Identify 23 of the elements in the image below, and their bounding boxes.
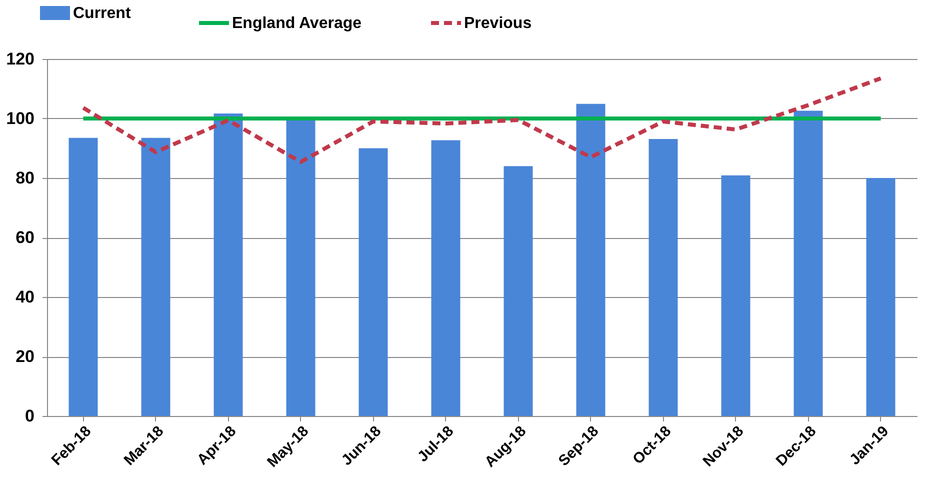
y-tick-label: 100 [6,109,34,128]
y-tick-label: 0 [25,406,34,426]
bar [358,148,388,416]
line-series [81,76,883,164]
y-tick-label: 80 [16,168,34,188]
y-tick-label: 20 [16,347,34,366]
legend-label: England Average [232,15,362,32]
bar [141,138,170,416]
bar [286,118,316,416]
bar [794,110,823,416]
bar [431,140,460,416]
bar [214,113,243,416]
legend-label: Previous [464,15,532,32]
legend-label: Current [73,5,132,22]
bar [504,166,533,416]
bar [866,178,896,416]
bar [648,139,678,416]
y-tick-label: 40 [16,288,34,306]
bar [721,175,750,416]
y-tick-label: 60 [16,228,34,247]
bar [68,138,98,416]
y-tick-label: 120 [6,50,34,68]
bar [576,104,606,416]
